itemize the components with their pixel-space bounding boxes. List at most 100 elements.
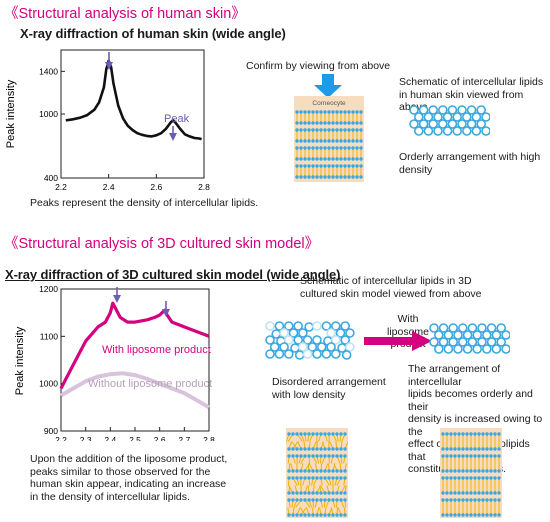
lipid-head	[331, 157, 335, 161]
lipid-head	[449, 498, 453, 502]
section1-caption: Peaks represent the density of intercell…	[30, 197, 259, 209]
lipid-head	[339, 110, 343, 114]
lipid-head	[469, 476, 473, 480]
lipid-head	[457, 432, 461, 436]
lipid-head	[311, 432, 315, 436]
lipid-head	[331, 121, 335, 125]
orderly-label-human: Orderly arrangement with high density	[399, 151, 540, 176]
lipid-head	[295, 469, 299, 473]
lipid-molecule-icon	[298, 328, 308, 338]
lipid-head	[343, 498, 347, 502]
lipid-head	[489, 491, 493, 495]
lipid-head	[315, 476, 319, 480]
lipid-head	[331, 476, 335, 480]
lipid-head	[287, 454, 291, 458]
lipid-molecule-icon	[312, 335, 322, 345]
lipid-head	[319, 121, 323, 125]
lipid-head	[477, 447, 481, 451]
lipid-head	[457, 498, 461, 502]
lipid-molecule-icon	[409, 119, 419, 129]
lipid-head	[335, 146, 339, 150]
lipid-head	[465, 454, 469, 458]
lipid-head	[453, 447, 457, 451]
lipid-head	[457, 447, 461, 451]
lipid-head	[441, 447, 445, 451]
lipid-head	[481, 432, 485, 436]
lipid-molecule-icon	[279, 342, 289, 352]
lipid-head	[359, 110, 363, 114]
lipid-head	[339, 128, 343, 132]
lipid-head	[453, 476, 457, 480]
lipid-head	[327, 447, 331, 451]
lipid-head	[315, 128, 319, 132]
lipid-molecule-icon	[274, 349, 285, 359]
lipid-head	[343, 469, 347, 473]
lipid-head	[339, 454, 343, 458]
lipid-head	[351, 146, 355, 150]
lipid-head	[453, 513, 457, 517]
lipid-head	[323, 498, 327, 502]
lipid-molecule-icon	[486, 337, 497, 347]
lipid-molecule-icon	[434, 344, 444, 354]
lipid-molecule-icon	[466, 105, 477, 115]
lipid-molecule-icon	[331, 321, 341, 331]
lipid-head	[327, 491, 331, 495]
lipid-molecule-icon	[302, 335, 313, 345]
lipid-head	[303, 128, 307, 132]
right-arrow-icon	[364, 331, 432, 351]
lipid-head	[291, 447, 295, 451]
disordered-label-line: Disordered arrangement	[272, 376, 386, 388]
lipid-head	[445, 513, 449, 517]
lipid-head	[331, 110, 335, 114]
lipid-head	[287, 498, 291, 502]
lipid-head	[299, 491, 303, 495]
lipid-head	[445, 476, 449, 480]
lipid-head	[485, 469, 489, 473]
lipid-head	[473, 469, 477, 473]
lipid-head	[473, 454, 477, 458]
lipid-head	[327, 146, 331, 150]
lipid-head	[295, 157, 299, 161]
lipid-head	[307, 164, 311, 168]
caption-line: in the density of intercellular lipids.	[30, 490, 190, 503]
lipid-head	[295, 513, 299, 517]
lipid-head	[299, 469, 303, 473]
lipid-molecule-icon	[461, 126, 472, 136]
chart2-xtick-label: 2.7	[178, 435, 190, 441]
lipid-molecule-icon	[429, 337, 439, 347]
lipid-layer-stack: Corneocyte	[294, 96, 364, 182]
lipid-head	[331, 175, 335, 179]
lipid-head	[319, 491, 323, 495]
lipid-molecule-icon	[423, 126, 434, 136]
lipid-head	[497, 513, 501, 517]
lipid-head	[303, 110, 307, 114]
corneocyte-label: Corneocyte	[312, 100, 346, 107]
lipid-head	[295, 447, 299, 451]
lipid-head	[323, 447, 327, 451]
lipid-head	[485, 432, 489, 436]
lipid-head	[445, 469, 449, 473]
lipid-head	[477, 498, 481, 502]
lipid-molecule-icon	[443, 330, 454, 340]
lipid-head	[461, 469, 465, 473]
lipid-head	[295, 121, 299, 125]
section2-chart-title: X-ray diffraction of 3D cultured skin mo…	[5, 267, 341, 282]
lipid-molecule-icon	[269, 342, 280, 352]
lipid-head	[453, 498, 457, 502]
lipid-head	[343, 139, 347, 143]
lipid-molecule-icon	[462, 330, 473, 340]
lipid-head	[469, 491, 473, 495]
lipid-head	[327, 469, 331, 473]
lipid-head	[351, 128, 355, 132]
lipid-head	[315, 139, 319, 143]
lipid-head	[473, 491, 477, 495]
lipid-head	[331, 447, 335, 451]
lipid-head	[449, 476, 453, 480]
lipid-head	[493, 491, 497, 495]
lipid-molecule-icon	[442, 126, 453, 136]
lipid-head	[339, 447, 343, 451]
disordered-label: Disordered arrangement with low density	[272, 376, 386, 401]
lipid-head	[319, 157, 323, 161]
lipid-molecule-icon	[467, 337, 478, 347]
lipid-molecule-icon	[447, 105, 458, 115]
